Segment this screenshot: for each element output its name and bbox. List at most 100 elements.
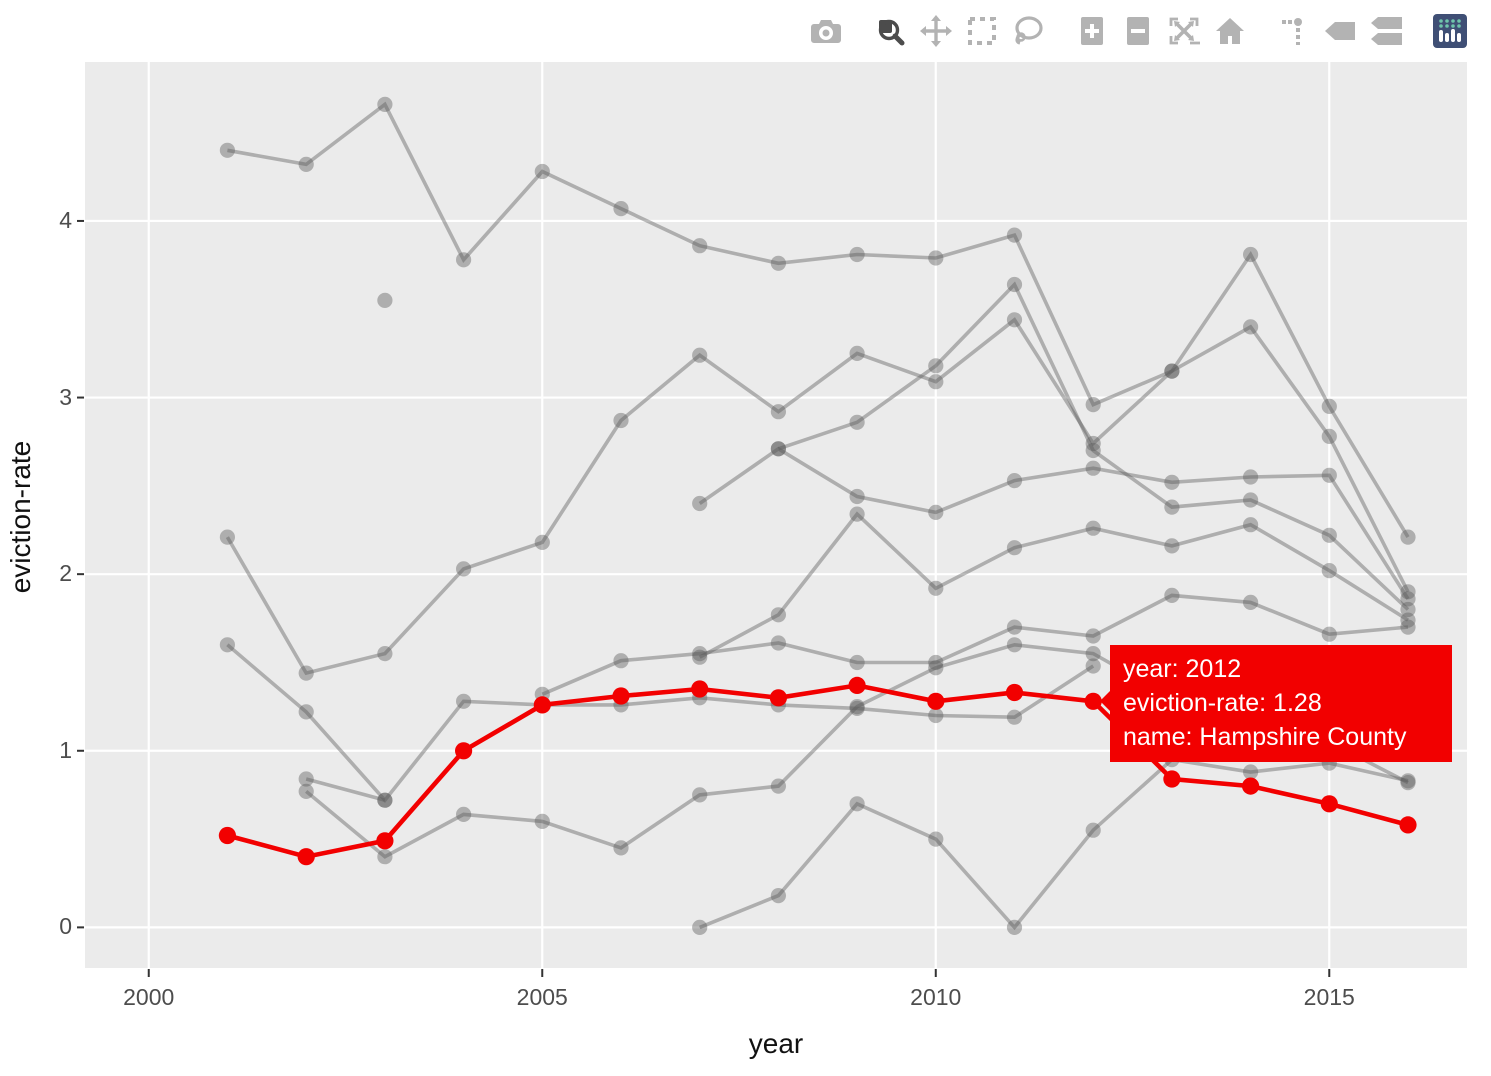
county-point[interactable] xyxy=(534,813,550,830)
county-point[interactable] xyxy=(1085,520,1101,536)
county-point[interactable] xyxy=(1006,619,1023,635)
modebar-button-lasso-select[interactable] xyxy=(1005,15,1051,50)
hampshire-point[interactable] xyxy=(1320,795,1338,813)
county-point[interactable] xyxy=(1085,658,1101,674)
county-point[interactable] xyxy=(1085,435,1101,452)
modebar-button-hover-closest[interactable] xyxy=(1317,16,1363,50)
county-point[interactable] xyxy=(928,654,944,671)
county-point[interactable] xyxy=(613,201,629,217)
county-point[interactable] xyxy=(613,412,629,429)
county-point[interactable] xyxy=(1006,637,1023,653)
county-point[interactable] xyxy=(1321,467,1337,483)
county-point[interactable] xyxy=(1400,591,1416,607)
hampshire-point[interactable] xyxy=(455,742,473,760)
county-point[interactable] xyxy=(770,441,787,457)
county-point[interactable] xyxy=(377,792,393,808)
county-point[interactable] xyxy=(219,142,235,158)
county-point[interactable] xyxy=(1085,460,1101,476)
county-point[interactable] xyxy=(456,806,472,823)
county-point[interactable] xyxy=(928,250,944,266)
modebar-button-hover-compare[interactable] xyxy=(1363,16,1409,50)
county-point[interactable] xyxy=(770,255,787,271)
county-point[interactable] xyxy=(928,358,944,374)
hampshire-point[interactable] xyxy=(376,832,394,850)
county-point[interactable] xyxy=(1006,227,1023,243)
county-point[interactable] xyxy=(849,506,865,522)
modebar-button-reset-home[interactable] xyxy=(1207,16,1253,50)
county-point[interactable] xyxy=(849,699,865,715)
county-point[interactable] xyxy=(692,649,708,665)
county-point[interactable] xyxy=(1243,319,1259,335)
county-point[interactable] xyxy=(1321,428,1337,444)
county-point[interactable] xyxy=(298,783,314,800)
county-point[interactable] xyxy=(377,646,393,662)
county-point[interactable] xyxy=(849,345,865,361)
county-point[interactable] xyxy=(298,771,314,787)
county-point[interactable] xyxy=(1321,626,1337,642)
modebar-button-plotly-logo[interactable] xyxy=(1427,13,1473,50)
hampshire-point[interactable] xyxy=(1005,683,1024,702)
county-point[interactable] xyxy=(377,96,393,112)
county-point[interactable] xyxy=(298,156,314,172)
county-point[interactable] xyxy=(928,831,944,847)
hampshire-point[interactable] xyxy=(691,680,709,698)
modebar-button-autoscale[interactable] xyxy=(1161,16,1219,50)
county-point[interactable] xyxy=(770,778,787,794)
county-point[interactable] xyxy=(1164,474,1180,490)
hampshire-point[interactable] xyxy=(218,826,236,845)
modebar-button-zoom-in[interactable] xyxy=(1069,16,1115,50)
hampshire-point[interactable] xyxy=(533,696,551,714)
county-point[interactable] xyxy=(1400,775,1416,791)
county-point[interactable] xyxy=(1006,540,1023,556)
county-point[interactable] xyxy=(928,660,944,676)
county-point[interactable] xyxy=(1006,276,1023,293)
county-point[interactable] xyxy=(1085,646,1101,662)
county-point[interactable] xyxy=(1400,773,1416,789)
hampshire-point[interactable] xyxy=(1163,770,1181,788)
county-point[interactable] xyxy=(692,495,708,512)
county-point[interactable] xyxy=(1243,246,1259,263)
county-point[interactable] xyxy=(298,665,314,681)
county-point[interactable] xyxy=(1243,594,1259,611)
county-point[interactable] xyxy=(1321,527,1337,543)
hampshire-point[interactable] xyxy=(612,687,630,705)
county-point[interactable] xyxy=(1085,822,1101,838)
county-point[interactable] xyxy=(928,580,944,596)
county-point[interactable] xyxy=(849,654,865,671)
county-point[interactable] xyxy=(849,700,865,717)
county-point[interactable] xyxy=(613,653,629,669)
hampshire-point[interactable] xyxy=(769,689,788,707)
county-point[interactable] xyxy=(1164,363,1180,379)
plot-background[interactable] xyxy=(85,62,1467,968)
county-point[interactable] xyxy=(534,163,550,180)
county-point[interactable] xyxy=(770,404,787,420)
county-point[interactable] xyxy=(1243,517,1259,533)
county-point[interactable] xyxy=(928,504,944,520)
modebar-button-spikelines[interactable] xyxy=(1271,16,1317,50)
hampshire-point[interactable] xyxy=(1084,692,1102,710)
county-point[interactable] xyxy=(1164,363,1180,379)
county-point[interactable] xyxy=(377,792,393,808)
hampshire-point[interactable] xyxy=(1242,777,1260,795)
county-point[interactable] xyxy=(928,374,944,390)
county-point[interactable] xyxy=(692,787,708,803)
county-point[interactable] xyxy=(849,246,865,263)
county-point[interactable] xyxy=(1400,601,1416,618)
county-point[interactable] xyxy=(1243,469,1259,485)
county-point[interactable] xyxy=(1400,584,1416,600)
county-point[interactable] xyxy=(928,707,944,724)
county-point[interactable] xyxy=(770,441,787,457)
county-point[interactable] xyxy=(692,919,708,936)
county-point[interactable] xyxy=(1164,499,1180,515)
county-point[interactable] xyxy=(1164,587,1180,604)
county-point[interactable] xyxy=(1243,764,1259,780)
modebar-button-box-select[interactable] xyxy=(959,16,1005,50)
county-point[interactable] xyxy=(1164,538,1180,554)
hampshire-point[interactable] xyxy=(848,676,866,695)
county-point[interactable] xyxy=(456,561,472,577)
county-point[interactable] xyxy=(1006,709,1023,725)
county-point[interactable] xyxy=(770,888,787,904)
county-point[interactable] xyxy=(1400,612,1416,628)
county-point[interactable] xyxy=(298,704,314,720)
